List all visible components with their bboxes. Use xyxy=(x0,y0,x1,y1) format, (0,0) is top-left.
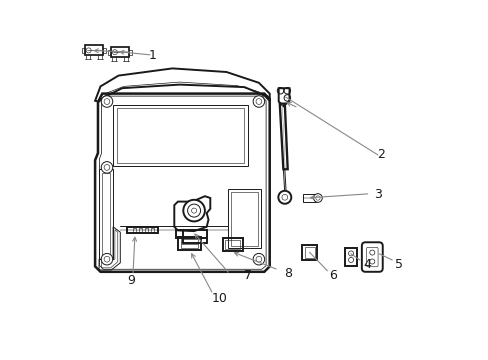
Circle shape xyxy=(101,96,113,107)
Text: 2: 2 xyxy=(377,148,385,161)
Circle shape xyxy=(278,191,291,204)
Text: 6: 6 xyxy=(328,269,336,282)
Circle shape xyxy=(253,253,264,265)
Circle shape xyxy=(183,200,204,221)
Text: 5: 5 xyxy=(394,258,403,271)
Circle shape xyxy=(313,194,322,202)
Text: 3: 3 xyxy=(373,188,381,201)
Text: 7: 7 xyxy=(244,269,252,282)
Text: 10: 10 xyxy=(211,292,227,305)
Text: 1: 1 xyxy=(148,49,156,62)
Text: 4: 4 xyxy=(362,258,370,271)
Text: 9: 9 xyxy=(127,274,135,287)
Circle shape xyxy=(101,253,113,265)
Text: 8: 8 xyxy=(283,267,291,280)
Circle shape xyxy=(101,162,113,173)
Circle shape xyxy=(253,96,264,107)
